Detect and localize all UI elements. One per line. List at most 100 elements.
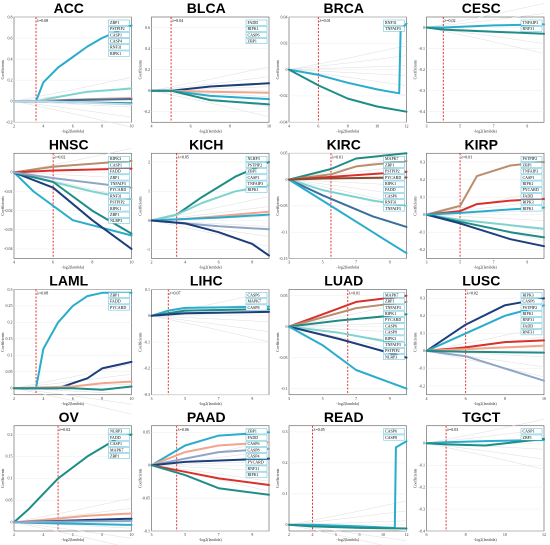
y-tick-label: -0.02 xyxy=(279,93,287,98)
legend-box xyxy=(520,162,543,168)
background-path xyxy=(288,69,407,76)
legend-label: CASP1 xyxy=(110,441,122,446)
x-axis-label: -log2(lambda) xyxy=(474,128,498,133)
legend-label: NLRP3 xyxy=(385,354,397,359)
y-tick-label: 0.2 xyxy=(145,67,150,72)
legend-box xyxy=(383,329,405,336)
y-tick-label: 0 xyxy=(148,218,150,223)
series-line xyxy=(150,464,270,486)
legend-box xyxy=(383,168,405,175)
panel-title: TGCT xyxy=(462,409,501,425)
y-tick-label: -0.2 xyxy=(419,383,425,388)
legend-label: CASP6 xyxy=(523,299,535,304)
y-axis-label: Coefficients xyxy=(275,196,280,216)
y-tick-label: -0.01 xyxy=(4,189,12,194)
legend-label: CASP8 xyxy=(385,435,397,440)
x-axis-label: -log2(lambda) xyxy=(199,265,223,270)
legend-label: CASP6 xyxy=(385,193,397,198)
x-axis-label: -log2(lambda) xyxy=(474,265,498,270)
y-axis-label: Coefficients xyxy=(413,196,418,216)
legend-label: RIPK1 xyxy=(110,206,121,211)
y-tick-label: 0.2 xyxy=(8,320,13,325)
legend-label: CASP1 xyxy=(523,429,535,434)
panel-title: LUAD xyxy=(324,273,363,289)
background-path xyxy=(288,500,407,526)
legend-label: ZBP1 xyxy=(248,429,257,434)
legend-label: PYCARD xyxy=(385,317,401,322)
background-path xyxy=(13,521,120,545)
legend-box xyxy=(383,19,405,26)
legend-label: RNF31 xyxy=(523,26,535,31)
legend-box xyxy=(108,447,130,453)
background-path xyxy=(13,100,132,118)
series-line xyxy=(13,291,133,390)
legend-box xyxy=(245,19,268,26)
legend-box xyxy=(520,298,543,305)
legend-label: CASP8 xyxy=(248,447,260,452)
series-line xyxy=(425,26,545,35)
legend-box xyxy=(383,310,405,317)
lambda-label: λ=0.02 xyxy=(467,291,478,296)
x-tick-label: 2 xyxy=(13,396,15,401)
legend-box xyxy=(245,440,268,447)
y-tick-label: -0.2 xyxy=(144,109,150,114)
y-tick-label: 0 xyxy=(423,25,425,30)
x-tick-label: 8 xyxy=(101,396,103,401)
legend-box xyxy=(108,218,130,224)
series-line xyxy=(150,457,270,467)
x-axis-label: -log2(lambda) xyxy=(61,537,85,542)
legend-label: ZBP1 xyxy=(110,175,119,180)
legend-label: FADD xyxy=(248,435,259,440)
y-tick-label: 0.3 xyxy=(8,287,13,292)
y-tick-label: 0.05 xyxy=(281,151,288,156)
legend-box xyxy=(245,453,268,459)
legend-label: CASP6 xyxy=(385,429,397,434)
legend-label: PYCARD xyxy=(385,175,401,180)
x-tick-label: 8 xyxy=(347,123,349,128)
y-tick-label: 0 xyxy=(148,88,150,93)
legend-box xyxy=(108,434,130,441)
legend-label: RNF31 xyxy=(110,193,122,198)
legend-label: CASP6 xyxy=(248,441,260,446)
y-tick-label: -0.2 xyxy=(419,484,425,489)
y-tick-label: -0.2 xyxy=(144,366,150,371)
y-tick-label: 0.6 xyxy=(145,25,150,30)
y-tick-label: -0.1 xyxy=(419,46,425,51)
legend-label: ZBP1 xyxy=(385,299,394,304)
legend-label: TNFAIP3 xyxy=(385,26,401,31)
series-line xyxy=(150,213,270,222)
legend-label: TNFAIP3 xyxy=(523,169,539,174)
legend-box xyxy=(383,317,405,323)
legend-label: NLRP3 xyxy=(110,429,122,434)
y-tick-label: -0.1 xyxy=(419,463,425,468)
series-line xyxy=(425,304,545,352)
series-line xyxy=(13,100,133,106)
y-tick-label: 0 xyxy=(148,463,150,468)
panel-luad: LUAD -0.1 -0.05 0 0.05 3 5 7 9 -log2(lambda) Coeff… xyxy=(275,273,408,406)
background-path xyxy=(13,373,132,389)
x-axis-label: -log2(lambda) xyxy=(336,265,360,270)
background-path xyxy=(151,76,270,91)
y-tick-label: 0 xyxy=(11,520,13,525)
series-line xyxy=(425,349,545,382)
x-axis-label: -log2(lambda) xyxy=(61,265,85,270)
x-tick-label: 5 xyxy=(459,123,461,128)
x-tick-label: 3 xyxy=(426,260,428,265)
series-line xyxy=(288,68,408,113)
x-tick-label: 2 xyxy=(13,123,15,128)
legend-box xyxy=(520,168,543,175)
legend-box xyxy=(383,174,405,181)
legend-label: CASP1 xyxy=(523,175,535,180)
legend-label: RIPK1 xyxy=(523,181,534,186)
x-axis-label: -log2(lambda) xyxy=(199,537,223,542)
y-tick-label: 0.02 xyxy=(281,41,288,46)
legend-box xyxy=(108,26,130,32)
y-axis-label: Coefficients xyxy=(0,196,5,216)
legend-box xyxy=(383,199,405,206)
legend-box xyxy=(108,32,130,38)
legend-label: CASP6 xyxy=(385,323,397,328)
background-path xyxy=(151,315,270,333)
legend-label: PYCARD xyxy=(523,187,539,192)
